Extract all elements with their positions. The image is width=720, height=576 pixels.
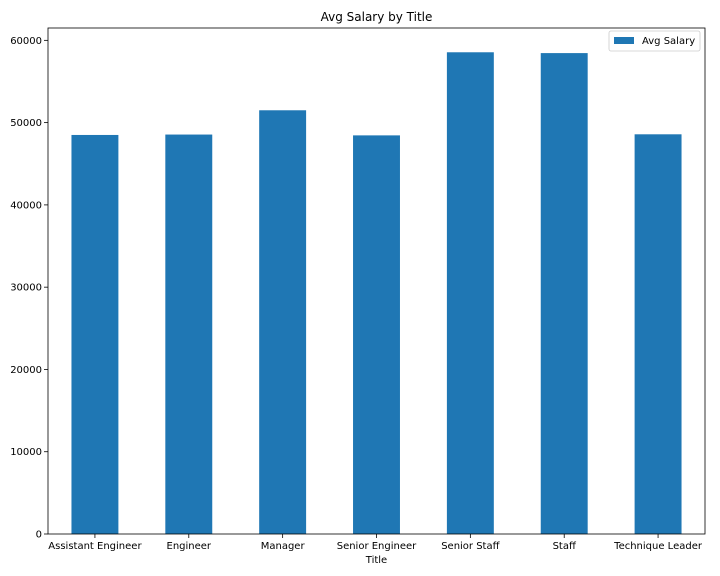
bar-manager xyxy=(259,110,307,534)
bars-group xyxy=(71,52,682,535)
x-tick-label: Technique Leader xyxy=(613,541,703,552)
legend-box xyxy=(608,30,701,52)
bar-engineer xyxy=(165,134,213,534)
bar-staff xyxy=(540,53,588,535)
y-axis-ticks: 0 10000 20000 30000 40000 50000 60000 xyxy=(10,36,48,541)
y-tick-label: 20000 xyxy=(10,365,42,376)
bar-assistant-engineer xyxy=(71,134,119,534)
legend-label-avg-salary: Avg Salary xyxy=(642,36,695,47)
bar-senior-engineer xyxy=(353,135,400,534)
chart-title: Avg Salary by Title xyxy=(321,10,433,24)
x-tick-label: Staff xyxy=(553,541,577,552)
y-tick-label: 50000 xyxy=(10,118,42,129)
legend-swatch xyxy=(614,37,634,44)
x-tick-label: Senior Engineer xyxy=(337,541,417,552)
plot-frame xyxy=(47,27,706,535)
y-tick-label: 60000 xyxy=(10,36,42,47)
x-tick-label: Manager xyxy=(261,541,306,552)
x-tick-label: Engineer xyxy=(167,541,212,552)
y-tick-label: 10000 xyxy=(10,447,42,458)
x-axis-label: Title xyxy=(365,555,387,566)
x-tick-label: Assistant Engineer xyxy=(48,541,142,552)
legend: Avg Salary xyxy=(608,30,701,52)
y-tick-label: 30000 xyxy=(10,283,42,294)
y-tick-label: 40000 xyxy=(10,200,42,211)
x-tick-label: Senior Staff xyxy=(441,541,500,552)
y-tick-label: 0 xyxy=(36,530,42,541)
x-axis-ticks: Assistant Engineer Engineer Manager Senior … xyxy=(48,534,703,552)
bar-technique-leader xyxy=(634,134,682,534)
bar-senior-staff xyxy=(446,52,494,534)
